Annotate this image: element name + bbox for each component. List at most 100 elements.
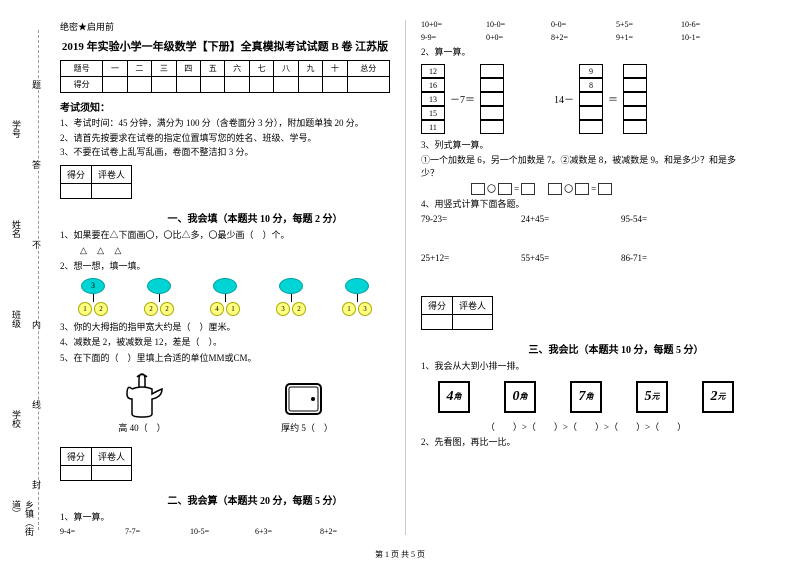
lc-0: 12	[421, 64, 445, 78]
rc-4	[579, 120, 603, 134]
notice-1: 1、考试时间：45 分钟，满分为 100 分（含卷面分 3 分），附加题单独 2…	[60, 117, 390, 130]
score-header-row: 题号 一 二 三 四 五 六 七 八 九 十 总分	[61, 61, 390, 77]
flower-1: 3 12	[78, 278, 108, 316]
th-6: 六	[225, 61, 249, 77]
right-column: 10+0= 10-0= 0-0= 5+5= 10-6= 9-9= 0+0= 8+…	[411, 20, 761, 535]
notice-title: 考试须知：	[60, 99, 390, 114]
c3-4: 10-1=	[681, 33, 741, 42]
section2-title: 二、我会算（本题共 20 分，每题 5 分）	[120, 492, 390, 507]
side-class: 班级	[10, 310, 23, 328]
th-11: 总分	[347, 61, 389, 77]
c2-1: 10-0=	[486, 20, 546, 29]
teapot-row: 高 40（ ） 厚约 5（ ）	[60, 369, 390, 438]
th-4: 四	[176, 61, 200, 77]
th-9: 九	[298, 61, 322, 77]
c2-0: 10+0=	[421, 20, 481, 29]
s1-q4: 4、减数是 2，被减数是 12，差是（ ）。	[60, 336, 390, 349]
cb-2: 7角	[570, 381, 602, 413]
sb3-c1: 得分	[422, 296, 453, 314]
th-7: 七	[249, 61, 273, 77]
flower-4: 32	[276, 278, 306, 316]
side-seal6: 题	[30, 80, 43, 89]
th-5: 五	[200, 61, 224, 77]
calc-row-3: 9-9= 0+0= 8+2= 9+1= 10-1=	[421, 33, 751, 44]
s3-q1: 1、我会从大到小排一排。	[421, 360, 751, 373]
vc2-0: 25+12=	[421, 253, 521, 263]
vc1-1: 24+45=	[521, 214, 621, 224]
lc-4: 11	[421, 120, 445, 134]
lc-1: 16	[421, 78, 445, 92]
f2-l: 2	[144, 302, 158, 316]
right-op-a: 14－	[554, 91, 574, 106]
vc1-0: 79-23=	[421, 214, 521, 224]
rc-1: 8	[579, 78, 603, 92]
f3-top	[213, 278, 237, 294]
section2-score-box: 得分评卷人	[60, 447, 132, 481]
f4-r: 2	[292, 302, 306, 316]
th-1: 一	[103, 61, 127, 77]
f3-l: 4	[210, 302, 224, 316]
notice-2: 2、请首先按要求在试卷的指定位置填写您的姓名、班级、学号。	[60, 132, 390, 145]
side-school: 学校	[10, 410, 23, 428]
score-table: 题号 一 二 三 四 五 六 七 八 九 十 总分 得分	[60, 60, 390, 93]
section1-title: 一、我会填（本题共 10 分，每题 2 分）	[120, 210, 390, 225]
left-op: －7＝	[450, 91, 475, 106]
s1-q2: 2、想一想，填一填。	[60, 260, 390, 273]
f4-top	[279, 278, 303, 294]
wallet-image: 厚约 5（ ）	[281, 374, 333, 438]
th-0: 题号	[61, 61, 103, 77]
notice-3: 3、不要在试卷上乱写乱画，卷面不整洁扣 3 分。	[60, 146, 390, 159]
c1-0: 9-4=	[60, 527, 120, 536]
flower-5: 13	[342, 278, 372, 316]
vc1-2: 95-54=	[621, 214, 721, 224]
page-footer: 第 1 页 共 5 页	[0, 549, 800, 560]
c1-1: 7-7=	[125, 527, 185, 536]
sb3-c2: 评卷人	[453, 296, 493, 314]
sb2-c2: 评卷人	[92, 447, 132, 465]
side-id: 学号	[10, 120, 23, 138]
vert-calc-1: 79-23= 24+45= 95-54=	[421, 214, 751, 224]
wallet-label: 厚约 5（ ）	[281, 422, 333, 435]
f1-r: 2	[94, 302, 108, 316]
s1-q1: 1、如果要在△下面画〇，〇比△多，〇最少画（ ）个。	[60, 229, 390, 242]
score-value-row: 得分	[61, 77, 390, 93]
page-wrapper: 绝密★启用前 2019 年实验小学一年级数学【下册】全真模拟考试试题 B 卷 江…	[0, 0, 800, 545]
s2-q4: 4、用竖式计算下面各题。	[421, 198, 751, 211]
sb2-c1: 得分	[61, 447, 92, 465]
exam-title: 2019 年实验小学一年级数学【下册】全真模拟考试试题 B 卷 江苏版	[60, 38, 390, 54]
c3-2: 8+2=	[551, 33, 611, 42]
side-seal2: 线	[30, 400, 43, 409]
rc-2	[579, 92, 603, 106]
f2-top	[147, 278, 171, 294]
c1-4: 8+2=	[320, 527, 380, 536]
compare-boxes: 4角 0角 7角 5元 2元	[421, 381, 751, 413]
compare-parens: （ ）>（ ）>（ ）>（ ）>（ ）	[421, 421, 751, 434]
s3-q2: 2、先看图，再比一比。	[421, 436, 751, 449]
teapot-label: 高 40（ ）	[117, 422, 167, 435]
c3-1: 0+0=	[486, 33, 546, 42]
right-num-col: 9 8	[579, 64, 603, 134]
f2-r: 2	[160, 302, 174, 316]
right-ans-col	[623, 64, 647, 134]
th-8: 八	[274, 61, 298, 77]
th-10: 十	[323, 61, 347, 77]
f1-l: 1	[78, 302, 92, 316]
th-3: 三	[152, 61, 176, 77]
side-name: 姓名	[10, 220, 23, 238]
sb1-c2: 评卷人	[92, 165, 132, 183]
th-2: 二	[127, 61, 151, 77]
vc2-2: 86-71=	[621, 253, 721, 263]
vert-calc-2: 25+12= 55+45= 86-71=	[421, 253, 751, 263]
cb-4: 2元	[702, 381, 734, 413]
calc-row-2: 10+0= 10-0= 0-0= 5+5= 10-6=	[421, 20, 751, 31]
eq-boxes-1: 〇= 〇=	[471, 182, 751, 195]
teapot-image: 高 40（ ）	[117, 369, 167, 438]
wallet-icon	[281, 374, 326, 419]
section3-title: 三、我会比（本题共 10 分，每题 5 分）	[481, 341, 751, 356]
f1-top: 3	[81, 278, 105, 294]
s2-q1: 1、算一算。	[60, 511, 390, 524]
s2-q3: 3、列式算一算。	[421, 139, 751, 152]
f5-r: 3	[358, 302, 372, 316]
c1-3: 6+3=	[255, 527, 315, 536]
side-seal4: 不	[30, 240, 43, 249]
